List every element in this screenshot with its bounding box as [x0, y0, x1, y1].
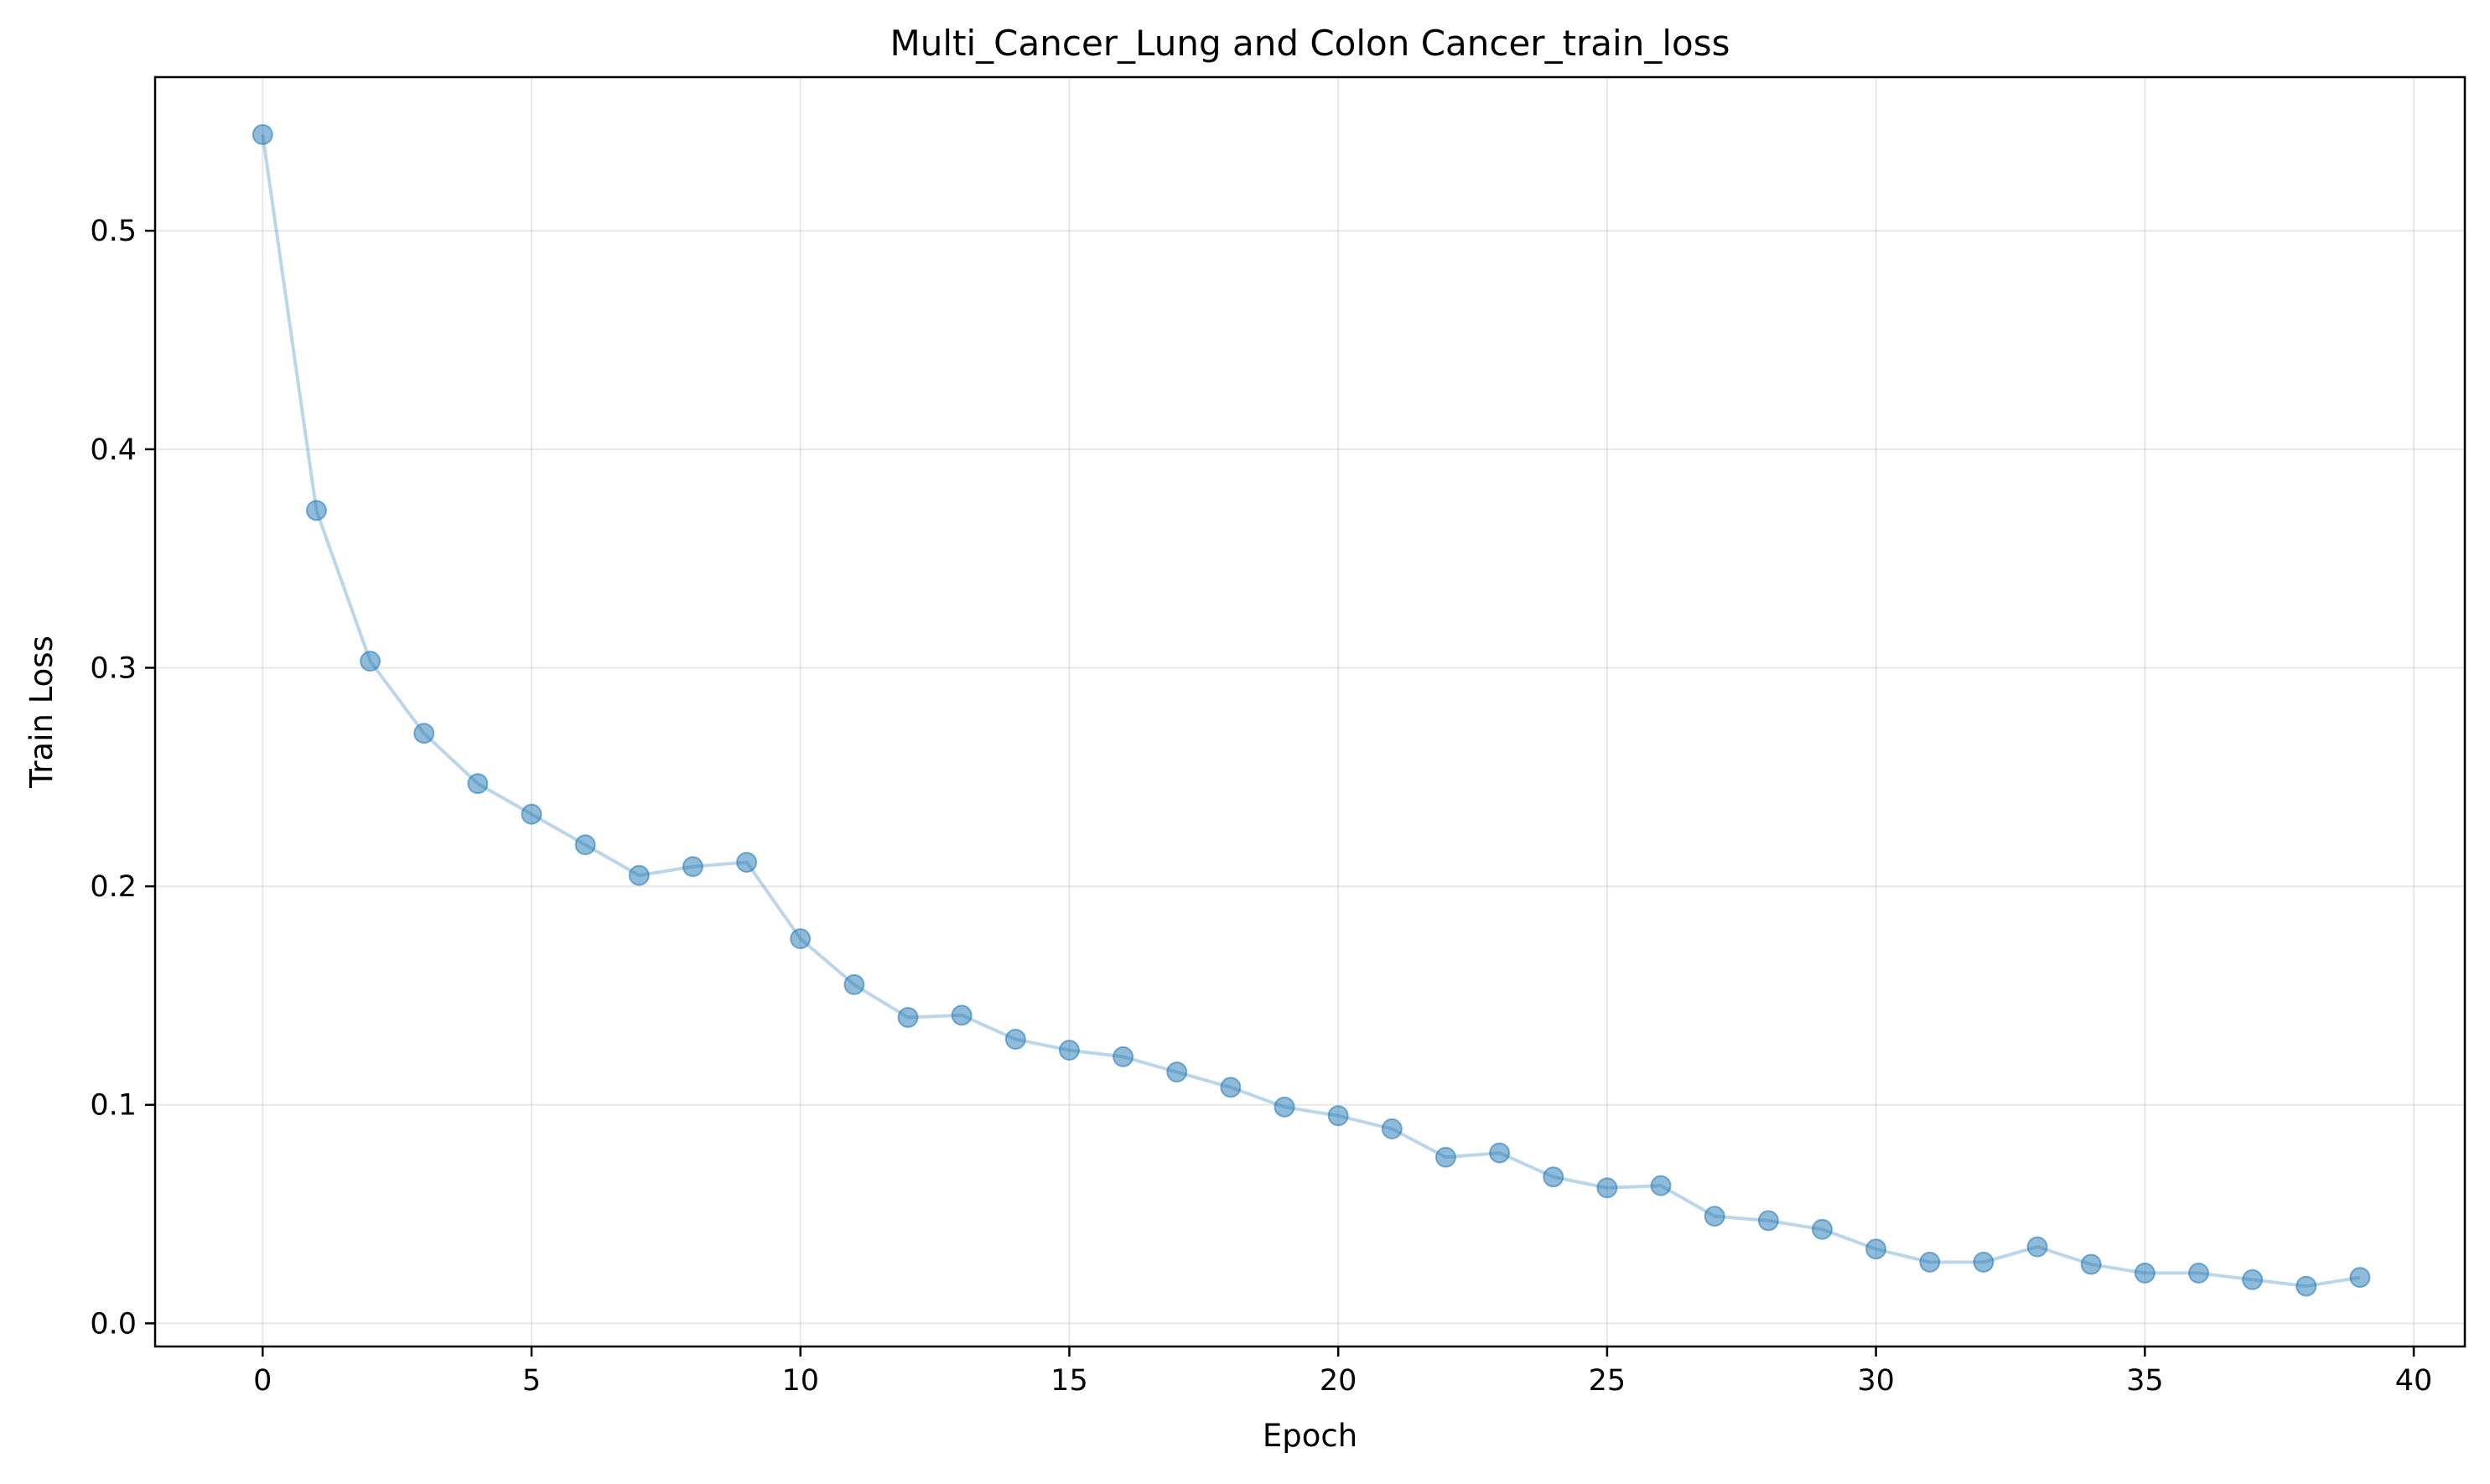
- x-tick-label: 0: [253, 1364, 272, 1398]
- data-point: [1704, 1206, 1725, 1227]
- x-tick-label: 10: [781, 1364, 819, 1398]
- y-axis-label: Train Loss: [23, 636, 60, 789]
- x-tick-label: 25: [1589, 1364, 1626, 1398]
- data-point: [2026, 1236, 2048, 1258]
- data-point: [951, 1004, 973, 1026]
- data-point: [1757, 1210, 1779, 1232]
- axes-frame: [153, 75, 2467, 1348]
- grid-lines: [155, 77, 2465, 1346]
- x-tick-label: 20: [1320, 1364, 1357, 1398]
- data-point: [1865, 1238, 1887, 1260]
- data-point: [2349, 1267, 2371, 1289]
- x-tick-label: 5: [522, 1364, 541, 1398]
- data-point: [574, 834, 596, 856]
- y-axis-ticks: 0.0 0.1 0.2 0.3 0.4 0.5: [90, 215, 155, 1341]
- data-point: [305, 500, 327, 521]
- data-point: [1489, 1142, 1511, 1164]
- x-axis-label: Epoch: [1263, 1418, 1357, 1454]
- data-point: [1596, 1177, 1618, 1199]
- data-point: [521, 803, 542, 825]
- x-tick-label: 15: [1050, 1364, 1088, 1398]
- data-point: [360, 651, 381, 672]
- chart-title: Multi_Cancer_Lung and Colon Cancer_train…: [890, 23, 1730, 64]
- data-point: [790, 928, 812, 950]
- data-point: [736, 851, 758, 873]
- data-point: [1220, 1077, 1242, 1098]
- data-point: [682, 856, 703, 878]
- x-tick-label: 30: [1857, 1364, 1895, 1398]
- series-line: [261, 134, 2361, 1289]
- data-point: [897, 1006, 919, 1028]
- data-point: [252, 124, 273, 146]
- y-tick-label: 0.1: [90, 1089, 137, 1123]
- data-point: [1058, 1040, 1080, 1061]
- data-point: [2080, 1253, 2102, 1275]
- data-point: [1113, 1046, 1134, 1067]
- y-tick-label: 0.2: [90, 870, 137, 904]
- data-point: [467, 773, 489, 795]
- data-point: [2187, 1262, 2209, 1284]
- data-point: [2242, 1269, 2264, 1290]
- data-point: [1543, 1166, 1564, 1188]
- data-point: [1327, 1105, 1349, 1127]
- data-point: [1274, 1096, 1295, 1118]
- x-tick-label: 35: [2126, 1364, 2164, 1398]
- y-tick-label: 0.3: [90, 651, 137, 685]
- data-point: [1166, 1061, 1188, 1083]
- data-point: [1650, 1175, 1672, 1196]
- y-tick-label: 0.0: [90, 1307, 137, 1341]
- data-point: [628, 864, 650, 886]
- data-point: [1811, 1218, 1833, 1240]
- data-point: [1973, 1251, 1995, 1273]
- data-point: [1381, 1118, 1403, 1139]
- data-point: [2295, 1275, 2317, 1297]
- x-axis-ticks: 0 5 10 15 20 25 30 35 40: [253, 1346, 2432, 1398]
- data-point: [2134, 1262, 2155, 1284]
- series-line-layer: [261, 134, 2361, 1289]
- data-point: [843, 973, 865, 995]
- x-tick-label: 40: [2395, 1364, 2433, 1398]
- data-point: [1434, 1146, 1456, 1168]
- series-marker-layer: [252, 124, 2371, 1297]
- y-tick-label: 0.5: [90, 215, 137, 248]
- data-point: [1919, 1251, 1941, 1273]
- data-point: [413, 723, 435, 745]
- data-point: [1004, 1029, 1026, 1051]
- y-tick-label: 0.4: [90, 433, 137, 467]
